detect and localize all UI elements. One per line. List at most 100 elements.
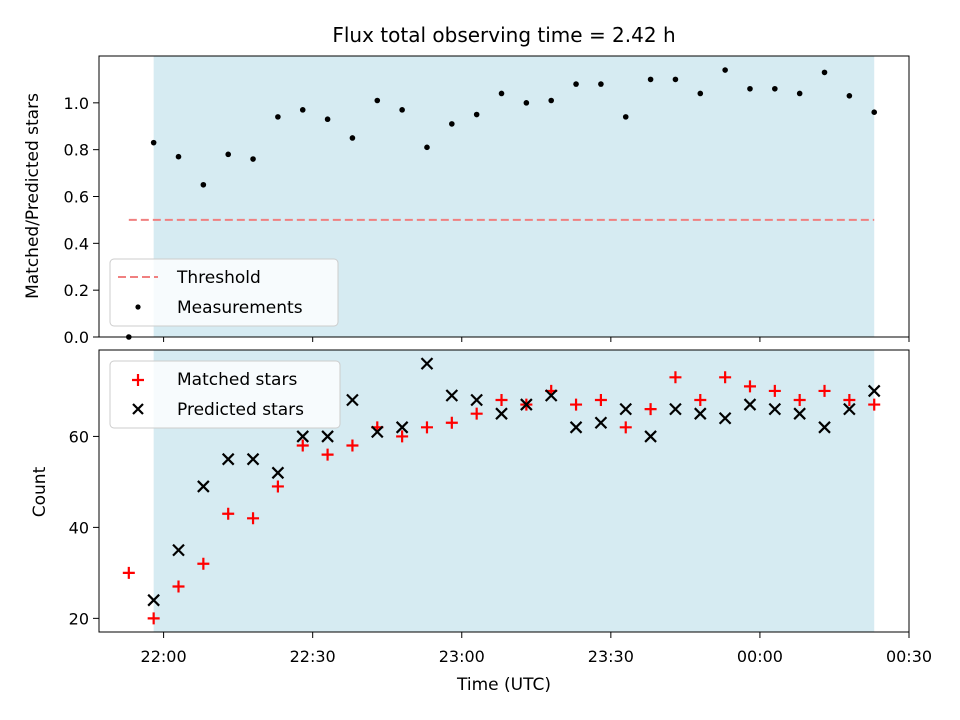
measurement-point [747, 85, 753, 92]
measurement-point [722, 67, 728, 73]
ratio-y-tick-label: 0.6 [64, 188, 89, 207]
predicted-stars-points [147, 357, 881, 607]
count-y-ticks: 20 40 60 [69, 427, 99, 628]
legend-measurements-label: Measurements [177, 298, 303, 318]
ratio-y-tick-label: 0.4 [64, 234, 89, 253]
measurement-point [622, 114, 629, 120]
measurement-point [697, 90, 704, 97]
predicted-star-point [818, 421, 831, 434]
ratio-legend: Threshold Measurements [109, 258, 339, 327]
matched-star-point [271, 480, 284, 493]
matched-star-point [743, 380, 756, 393]
predicted-star-point [619, 402, 633, 416]
ratio-x-ticks [163, 337, 910, 342]
predicted-star-point [520, 398, 533, 411]
x-axis-label: Time (UTC) [456, 675, 551, 695]
predicted-star-point [793, 407, 806, 420]
predicted-star-point [843, 402, 856, 416]
predicted-star-point [246, 452, 260, 466]
predicted-star-point [197, 480, 210, 493]
ratio-y-tick-label: 0.2 [64, 281, 89, 300]
chart-title: Flux total observing time = 2.42 h [332, 23, 675, 47]
count-x-tick-label: 00:00 [737, 647, 783, 666]
matched-star-point [222, 507, 235, 520]
measurement-point [871, 109, 878, 115]
ratio-panel: 0.0 0.2 0.4 0.6 0.8 1.0 Matched/Predicted sta… [23, 55, 910, 347]
measurement-point [647, 76, 654, 83]
predicted-star-point [694, 407, 707, 420]
predicted-star-point [221, 452, 235, 466]
predicted-star-point [644, 430, 657, 443]
legend-matched-swatch [132, 374, 144, 386]
predicted-star-point [718, 411, 732, 425]
matched-star-point [396, 430, 409, 443]
predicted-star-point [445, 389, 459, 402]
matched-star-point [147, 612, 160, 625]
ratio-y-axis-label: Matched/Predicted stars [23, 93, 43, 299]
count-x-tick-label: 23:00 [439, 647, 485, 666]
count-y-tick-label: 40 [69, 518, 89, 537]
ratio-y-tick-label: 0.8 [64, 141, 89, 160]
predicted-star-point [346, 393, 359, 407]
matched-star-point [694, 394, 707, 407]
predicted-star-point [768, 402, 782, 416]
predicted-star-point [296, 430, 310, 443]
measurement-point [449, 121, 455, 127]
ratio-y-tick-label: 0.0 [64, 328, 89, 347]
matched-star-point [445, 416, 458, 429]
matched-star-point [644, 403, 657, 416]
count-x-tick-label: 22:30 [290, 647, 336, 666]
matched-star-point [197, 557, 210, 570]
measurement-point [175, 153, 182, 160]
matched-star-point [321, 448, 334, 461]
measurement-point [250, 156, 256, 162]
measurement-point [672, 76, 679, 83]
ratio-legend-box [109, 258, 339, 327]
count-x-tick-label: 00:30 [886, 647, 932, 666]
measurement-point [374, 97, 381, 104]
matched-star-point [570, 398, 583, 411]
predicted-star-point [271, 466, 285, 480]
legend-predicted-label: Predicted stars [177, 400, 304, 420]
measurement-points [126, 67, 878, 340]
predicted-star-point [569, 421, 583, 434]
matched-star-point [346, 439, 359, 452]
predicted-star-point [544, 389, 558, 402]
count-panel: 20 40 60 22:00 22:30 23:00 23:30 00:00 00:30 Co… [30, 349, 932, 695]
measurement-point [821, 69, 828, 76]
predicted-star-point [420, 357, 434, 370]
legend-matched-label: Matched stars [177, 370, 297, 390]
predicted-star-point [669, 402, 682, 416]
measurement-point [225, 151, 232, 158]
predicted-star-point [743, 398, 757, 411]
measurement-point [200, 181, 207, 188]
measurement-point [275, 114, 281, 120]
matched-star-point [247, 512, 260, 525]
matched-star-point [470, 407, 483, 420]
matched-star-point [122, 566, 135, 579]
measurement-point [796, 90, 803, 97]
predicted-star-point [172, 543, 185, 557]
matched-star-point [619, 421, 632, 434]
measurement-point [399, 107, 405, 113]
measurement-point [548, 97, 555, 104]
legend-threshold-label: Threshold [176, 268, 261, 288]
matched-star-point [495, 394, 508, 407]
predicted-star-point [147, 593, 160, 607]
predicted-star-point [594, 416, 608, 430]
matched-star-point [818, 384, 831, 397]
measurement-point [772, 85, 778, 92]
matched-star-point [594, 394, 607, 407]
matched-star-point [768, 384, 781, 397]
legend-measurements-swatch [135, 304, 141, 310]
measurement-point [324, 116, 331, 123]
matched-star-point [868, 398, 881, 411]
measurement-point [424, 144, 430, 151]
count-panel-frame [98, 349, 910, 633]
measurement-point [150, 139, 157, 146]
matched-star-point [793, 394, 806, 407]
count-y-tick-label: 60 [69, 427, 89, 446]
measurement-point [349, 135, 356, 141]
matched-star-point [172, 580, 185, 593]
